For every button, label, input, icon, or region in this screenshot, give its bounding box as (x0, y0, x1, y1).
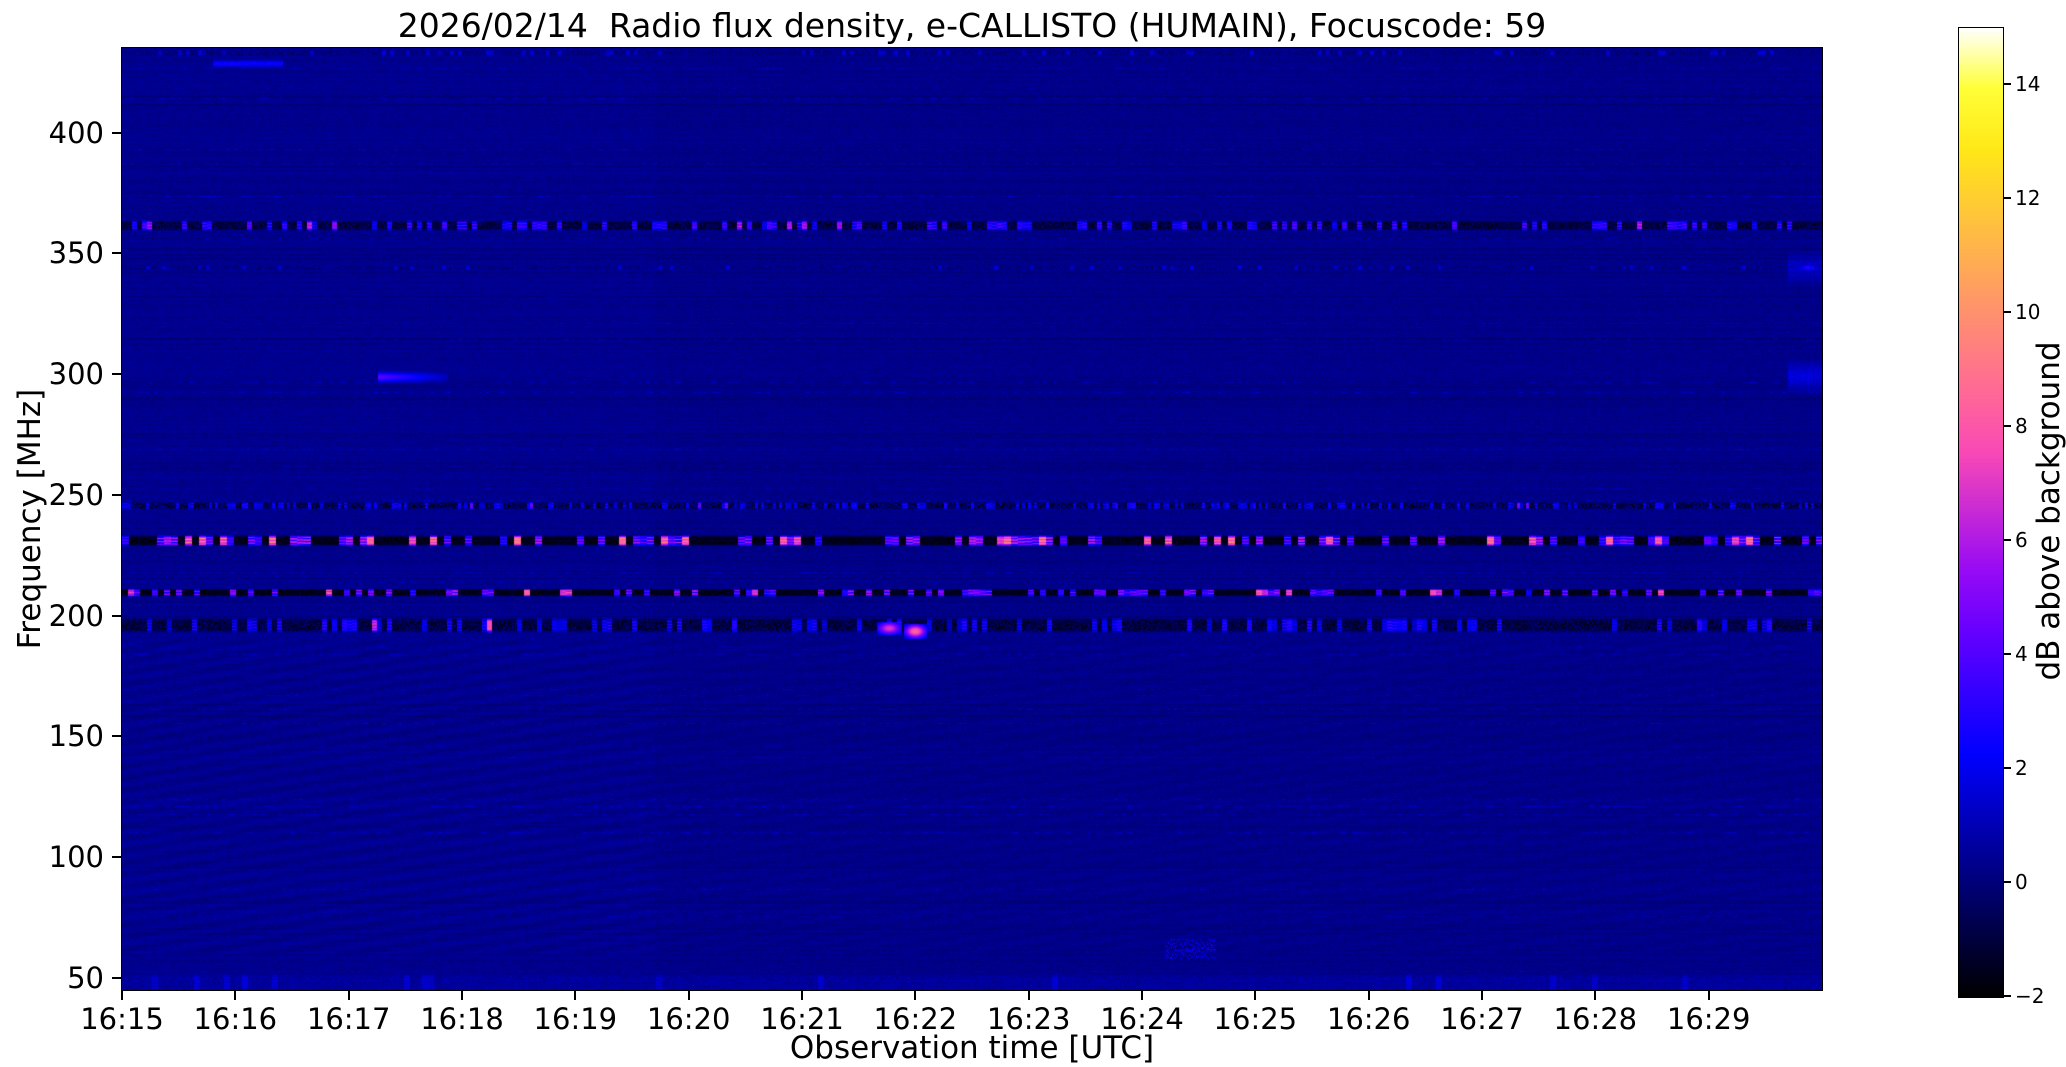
x-tick-label: 16:20 (646, 1002, 731, 1036)
x-tick-label: 16:29 (1666, 1002, 1751, 1036)
x-tick-mark (1141, 990, 1143, 1000)
x-tick-mark (234, 990, 237, 1000)
y-tick-mark (112, 735, 122, 738)
y-tick-mark (112, 373, 122, 376)
y-tick-mark (112, 131, 122, 134)
x-tick-label: 16:28 (1553, 1002, 1638, 1036)
y-tick-label: 150 (48, 719, 104, 754)
colorbar-tick-label: 8 (2015, 414, 2028, 438)
colorbar-tick-mark (2003, 311, 2011, 313)
y-tick-mark (112, 252, 122, 255)
x-tick-label: 16:21 (760, 1002, 844, 1036)
y-tick-label: 100 (48, 840, 104, 875)
y-tick-label: 400 (48, 115, 104, 150)
x-tick-label: 16:15 (80, 1002, 164, 1036)
x-tick-mark (1594, 990, 1597, 1000)
colorbar-tick-mark (2003, 425, 2011, 427)
x-axis-label: Observation time [UTC] (789, 1030, 1155, 1066)
x-tick-mark (347, 990, 350, 1000)
x-tick-mark (1254, 990, 1257, 1000)
colorbar-tick-mark (2003, 653, 2011, 655)
y-tick-label: 300 (48, 357, 104, 392)
x-tick-mark (1707, 990, 1710, 1000)
colorbar-tick-mark (2003, 197, 2011, 199)
y-tick-label: 200 (48, 598, 104, 633)
x-tick-mark (914, 990, 917, 1000)
chart-title: 2026/02/14 Radio flux density, e-CALLIST… (397, 6, 1547, 45)
colorbar (1958, 27, 2004, 998)
colorbar-tick-mark (2003, 83, 2011, 85)
y-tick-mark (112, 614, 122, 617)
colorbar-tick-label: 12 (2015, 186, 2041, 210)
y-tick-mark (112, 976, 122, 979)
y-tick-label: 350 (48, 236, 104, 271)
colorbar-tick-mark (2003, 767, 2011, 769)
y-tick-label: 250 (48, 477, 104, 512)
x-tick-label: 16:18 (420, 1002, 504, 1036)
spectrogram-canvas (122, 48, 1822, 990)
y-tick-mark (112, 493, 122, 496)
colorbar-tick-mark (2003, 995, 2011, 997)
colorbar-tick-mark (2003, 539, 2011, 541)
colorbar-tick-label: 4 (2015, 642, 2028, 666)
colorbar-tick-label: 2 (2015, 756, 2028, 780)
x-tick-mark (1367, 990, 1370, 1000)
x-tick-label: 16:16 (193, 1002, 278, 1036)
x-tick-mark (801, 990, 803, 1000)
colorbar-tick-label: 6 (2015, 528, 2028, 552)
colorbar-tick-label: 10 (2015, 300, 2041, 324)
colorbar-canvas (1959, 28, 2003, 997)
x-tick-mark (574, 990, 577, 1000)
y-tick-label: 50 (67, 960, 104, 995)
colorbar-tick-mark (2003, 881, 2011, 883)
x-tick-mark (1481, 990, 1483, 1000)
x-tick-label: 16:22 (873, 1002, 958, 1036)
colorbar-tick-label: 14 (2015, 72, 2041, 96)
x-tick-mark (461, 990, 463, 1000)
colorbar-tick-label: −2 (2015, 984, 2045, 1008)
x-tick-mark (687, 990, 690, 1000)
plot-area (121, 47, 1823, 991)
x-tick-mark (1027, 990, 1030, 1000)
x-tick-label: 16:24 (1100, 1002, 1184, 1036)
x-tick-label: 16:25 (1213, 1002, 1298, 1036)
x-tick-label: 16:19 (533, 1002, 618, 1036)
x-tick-label: 16:23 (986, 1002, 1071, 1036)
y-tick-mark (112, 856, 122, 859)
x-tick-label: 16:27 (1440, 1002, 1524, 1036)
colorbar-tick-label: 0 (2015, 870, 2028, 894)
x-tick-label: 16:26 (1326, 1002, 1411, 1036)
x-tick-label: 16:17 (306, 1002, 391, 1036)
x-tick-mark (121, 990, 123, 1000)
